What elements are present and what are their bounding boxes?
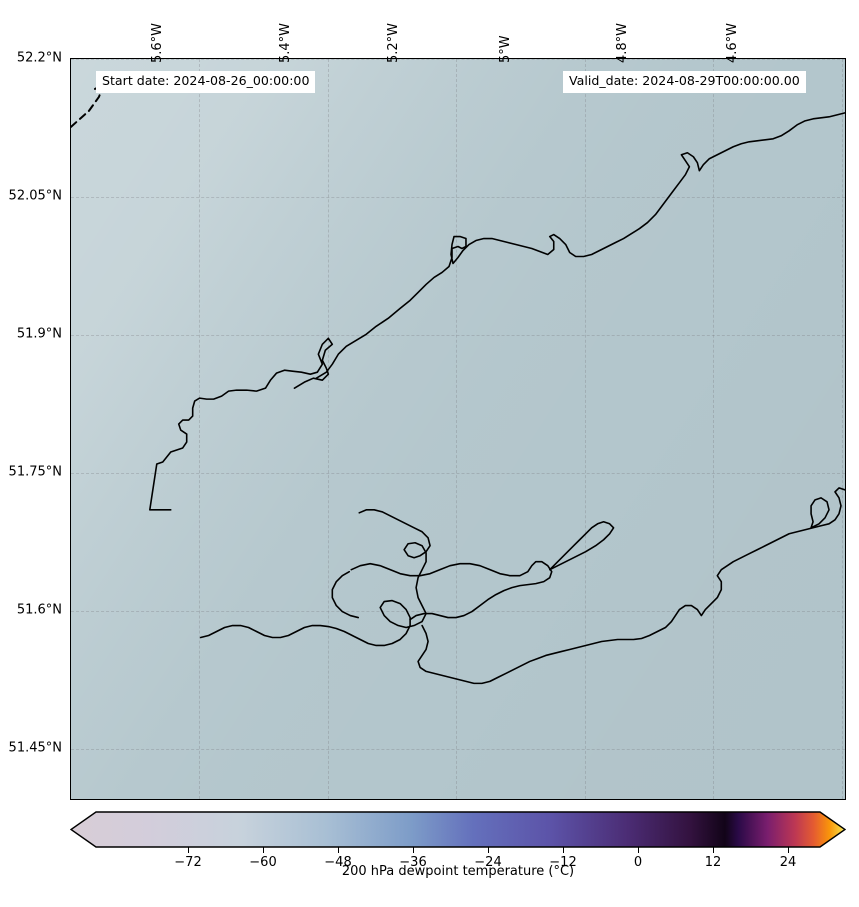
annotation-start-date: Start date: 2024-08-26_00:00:00 xyxy=(96,71,316,93)
xtick-label-4.6: 4.6°W xyxy=(725,22,740,63)
colorbar-tick-m12 xyxy=(563,847,564,853)
colorbar-label-m72: −72 xyxy=(174,855,202,870)
coastline-burry-inlet xyxy=(331,570,360,619)
coastline-swansea-bay xyxy=(350,560,553,621)
colorbar-tick-0 xyxy=(638,847,639,853)
colorbar-tick-12 xyxy=(713,847,714,853)
ytick-label-51.75: 51.75°N xyxy=(8,464,62,480)
colorbar-label-m12: −12 xyxy=(549,855,577,870)
xtick-label-5.6: 5.6°W xyxy=(150,22,165,63)
colorbar-label-m36: −36 xyxy=(399,855,427,870)
colorbar-label-m48: −48 xyxy=(324,855,352,870)
map-plot-area: Start date: 2024-08-26_00:00:00 Valid_da… xyxy=(70,58,846,800)
colorbar-tick-m72 xyxy=(188,847,189,853)
colorbar-label-m60: −60 xyxy=(249,855,277,870)
ytick-label-52.05: 52.05°N xyxy=(8,188,62,204)
colorbar-tick-m24 xyxy=(488,847,489,853)
coastline-overlay xyxy=(71,75,845,685)
colorbar-gradient xyxy=(70,811,846,848)
xtick-label-5.0: 5°W xyxy=(498,35,513,63)
ytick-label-51.45: 51.45°N xyxy=(8,740,62,756)
colorbar-tick-24 xyxy=(788,847,789,853)
annotation-valid-date: Valid_date: 2024-08-29T00:00:00.00 xyxy=(563,71,806,93)
dewpoint-field-raster xyxy=(71,59,845,799)
colorbar-tick-m48 xyxy=(338,847,339,853)
coastline-west-peninsula xyxy=(148,337,334,511)
colorbar: −72 −60 −48 −36 −24 −12 0 12 24 xyxy=(70,811,846,870)
colorbar-label-m24: −24 xyxy=(474,855,502,870)
colorbar-label-24: 24 xyxy=(779,855,797,870)
coastline-bristol-channel-south xyxy=(417,487,845,685)
xtick-label-4.8: 4.8°W xyxy=(615,22,630,63)
xtick-label-5.4: 5.4°W xyxy=(278,22,293,63)
colorbar-tick-m60 xyxy=(263,847,264,853)
coastline-mumbles-spit xyxy=(548,521,615,571)
colorbar-axis-label: 200 hPa dewpoint temperature (°C) xyxy=(341,864,575,879)
ytick-label-51.6: 51.6°N xyxy=(16,602,62,618)
xtick-label-5.2: 5.2°W xyxy=(386,22,401,63)
colorbar-label-12: 12 xyxy=(704,855,722,870)
coastline-north xyxy=(315,112,845,379)
colorbar-tick-m36 xyxy=(413,847,414,853)
ytick-label-52.2: 52.2°N xyxy=(16,50,62,66)
colorbar-label-0: 0 xyxy=(633,855,643,870)
coastline-ne-headland xyxy=(810,497,830,529)
coastline-estuary-inner xyxy=(199,509,431,647)
ytick-label-51.9: 51.9°N xyxy=(16,326,62,342)
